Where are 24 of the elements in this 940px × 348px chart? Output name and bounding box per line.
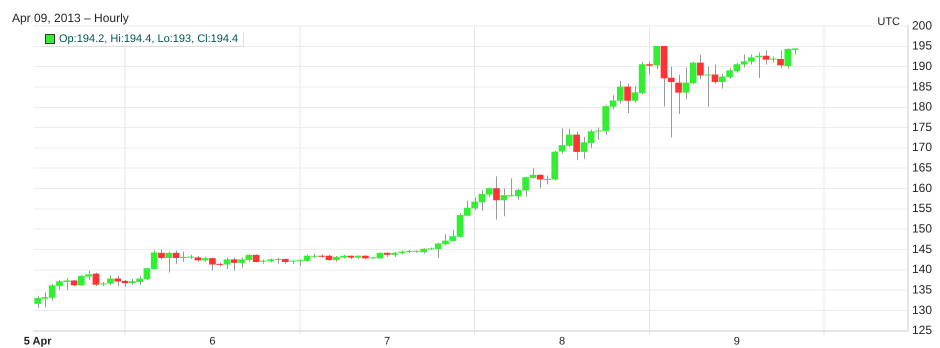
y-tick-label: 160: [912, 180, 932, 195]
y-tick-label: 190: [912, 58, 932, 73]
x-tick-label: 8: [558, 335, 566, 348]
y-tick-label: 150: [912, 222, 932, 236]
y-tick-label: 200: [912, 18, 932, 32]
annotation: UTC: [877, 16, 900, 28]
x-tick-label: 5 Apr: [24, 335, 52, 348]
y-tick-label: 145: [912, 242, 932, 256]
chart-subtitle: Apr 09, 2013 – Hourly: [12, 11, 129, 25]
x-tick-label: 9: [734, 335, 740, 348]
y-tick-label: 165: [912, 160, 932, 175]
y-tick-label: 155: [912, 201, 932, 216]
y-tick-label: 195: [912, 38, 932, 53]
y-tick-label: 140: [912, 262, 932, 276]
y-tick-label: 170: [912, 140, 932, 154]
x-tick-label: 7: [384, 335, 390, 348]
y-tick-label: 175: [912, 120, 932, 134]
y-tick-label: 180: [912, 100, 932, 114]
y-tick-label: 185: [912, 79, 932, 94]
annotation: Op:194.2, Hi:194.4, Lo:193, Cl:194.4: [59, 33, 238, 45]
y-tick-label: 125: [912, 323, 932, 338]
y-tick-label: 130: [912, 302, 932, 317]
x-tick-label: 6: [209, 335, 216, 348]
y-tick-label: 135: [912, 282, 932, 296]
